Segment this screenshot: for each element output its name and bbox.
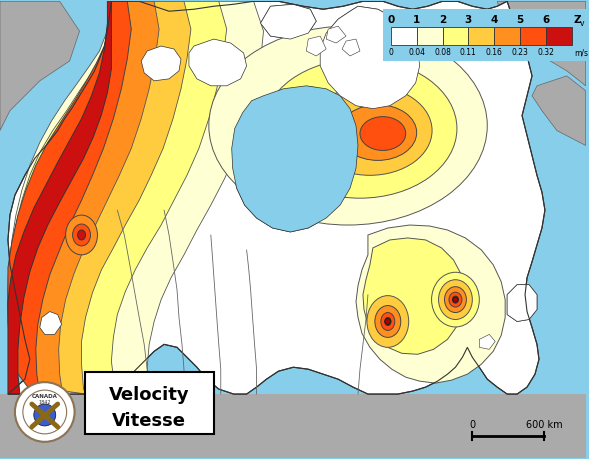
Polygon shape bbox=[231, 86, 358, 232]
Bar bbox=[520, 27, 546, 45]
Text: Vitesse: Vitesse bbox=[112, 412, 186, 430]
Text: 1842: 1842 bbox=[38, 399, 51, 404]
Polygon shape bbox=[326, 26, 346, 43]
Polygon shape bbox=[320, 6, 419, 109]
Circle shape bbox=[15, 382, 75, 442]
Text: m/s: m/s bbox=[574, 48, 588, 57]
Bar bbox=[442, 27, 468, 45]
Polygon shape bbox=[507, 285, 537, 321]
Text: 6: 6 bbox=[542, 15, 550, 25]
Polygon shape bbox=[306, 36, 326, 56]
Text: 0.04: 0.04 bbox=[408, 48, 425, 57]
Text: v: v bbox=[580, 19, 584, 28]
Polygon shape bbox=[10, 1, 227, 394]
Bar bbox=[416, 27, 442, 45]
Polygon shape bbox=[189, 39, 247, 86]
Polygon shape bbox=[326, 26, 346, 43]
Ellipse shape bbox=[65, 215, 97, 255]
Text: 4: 4 bbox=[491, 15, 498, 25]
Text: 0: 0 bbox=[388, 48, 393, 57]
Polygon shape bbox=[497, 1, 585, 86]
Polygon shape bbox=[8, 1, 159, 394]
Bar bbox=[494, 27, 520, 45]
Polygon shape bbox=[507, 285, 537, 321]
Polygon shape bbox=[342, 39, 360, 56]
Text: 0.23: 0.23 bbox=[512, 48, 528, 57]
Bar bbox=[391, 27, 416, 45]
Text: Z: Z bbox=[574, 15, 581, 25]
Polygon shape bbox=[260, 4, 316, 39]
Polygon shape bbox=[0, 394, 585, 458]
Ellipse shape bbox=[299, 93, 321, 108]
Ellipse shape bbox=[439, 280, 472, 319]
Ellipse shape bbox=[72, 224, 91, 246]
Polygon shape bbox=[40, 312, 62, 335]
Text: 600 km: 600 km bbox=[525, 420, 562, 430]
Ellipse shape bbox=[375, 306, 401, 337]
Text: Velocity: Velocity bbox=[109, 386, 190, 404]
Text: 1: 1 bbox=[413, 15, 421, 25]
Polygon shape bbox=[320, 6, 419, 109]
Polygon shape bbox=[231, 86, 358, 232]
Ellipse shape bbox=[308, 86, 432, 175]
Ellipse shape bbox=[360, 117, 406, 151]
Text: 0.16: 0.16 bbox=[486, 48, 502, 57]
Ellipse shape bbox=[452, 296, 458, 303]
Polygon shape bbox=[8, 1, 131, 394]
Polygon shape bbox=[8, 1, 263, 394]
Polygon shape bbox=[0, 1, 80, 130]
Polygon shape bbox=[8, 1, 545, 394]
Polygon shape bbox=[8, 1, 111, 394]
Polygon shape bbox=[40, 312, 62, 335]
Text: 0.08: 0.08 bbox=[434, 48, 451, 57]
Text: 0: 0 bbox=[387, 15, 395, 25]
Ellipse shape bbox=[381, 313, 395, 330]
Polygon shape bbox=[532, 76, 585, 146]
Text: 2: 2 bbox=[439, 15, 446, 25]
Polygon shape bbox=[10, 1, 191, 394]
Bar bbox=[546, 27, 572, 45]
Ellipse shape bbox=[339, 105, 416, 160]
Circle shape bbox=[385, 319, 391, 325]
Polygon shape bbox=[356, 225, 505, 383]
Ellipse shape bbox=[263, 59, 457, 198]
Bar bbox=[383, 9, 589, 61]
Ellipse shape bbox=[289, 87, 328, 115]
Text: 5: 5 bbox=[517, 15, 524, 25]
Ellipse shape bbox=[445, 287, 466, 313]
Ellipse shape bbox=[367, 296, 409, 347]
Polygon shape bbox=[141, 46, 181, 81]
Text: 0.11: 0.11 bbox=[460, 48, 477, 57]
Ellipse shape bbox=[385, 318, 391, 325]
Text: 0: 0 bbox=[469, 420, 475, 430]
Polygon shape bbox=[479, 335, 495, 349]
Ellipse shape bbox=[432, 272, 479, 327]
Ellipse shape bbox=[449, 292, 462, 307]
Polygon shape bbox=[306, 36, 326, 56]
Polygon shape bbox=[479, 335, 495, 349]
Polygon shape bbox=[342, 39, 360, 56]
Bar bbox=[468, 27, 494, 45]
Bar bbox=[85, 372, 214, 434]
Polygon shape bbox=[363, 238, 465, 354]
Polygon shape bbox=[260, 4, 316, 39]
Circle shape bbox=[453, 297, 458, 302]
Polygon shape bbox=[141, 46, 181, 81]
Text: CANADA: CANADA bbox=[32, 393, 58, 398]
Polygon shape bbox=[189, 39, 247, 86]
Ellipse shape bbox=[209, 26, 487, 225]
Circle shape bbox=[34, 404, 56, 426]
Ellipse shape bbox=[78, 230, 85, 240]
Text: 0.32: 0.32 bbox=[538, 48, 554, 57]
Text: 3: 3 bbox=[465, 15, 472, 25]
